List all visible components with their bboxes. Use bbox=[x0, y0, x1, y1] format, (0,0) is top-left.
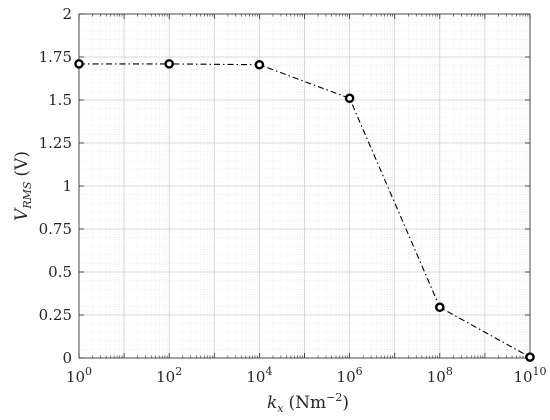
x-tick-label: 1010 bbox=[513, 365, 546, 386]
y-tick-label: 0.75 bbox=[39, 220, 72, 238]
y-axis-label: VRMS(V) bbox=[12, 151, 34, 221]
x-tick-label: 108 bbox=[427, 365, 453, 386]
tick-labels: 0 0.25 0.5 0.75 1 1.25 1.5 1.75 2 100 102 104 106 108… bbox=[39, 5, 547, 386]
data-point-marker bbox=[164, 59, 174, 69]
data-point-marker bbox=[525, 352, 535, 362]
y-tick-label: 0.25 bbox=[39, 306, 72, 324]
y-tick-label: 1 bbox=[62, 177, 72, 195]
series bbox=[74, 59, 535, 362]
x-tick-label: 102 bbox=[156, 365, 182, 386]
x-axis-label: kx (Nm−2) bbox=[267, 391, 349, 415]
x-tick-label: 104 bbox=[246, 365, 272, 386]
data-point-marker bbox=[74, 59, 84, 69]
grid bbox=[78, 13, 531, 359]
data-point-marker bbox=[254, 59, 265, 70]
y-tick-label: 1.5 bbox=[48, 91, 72, 109]
x-tick-label: 100 bbox=[66, 365, 92, 386]
data-point-marker bbox=[344, 93, 355, 104]
y-tick-label: 2 bbox=[62, 5, 72, 23]
y-tick-label: 1.25 bbox=[39, 134, 72, 152]
y-tick-label: 0 bbox=[62, 349, 72, 367]
y-tick-label: 1.75 bbox=[39, 48, 72, 66]
data-point-marker bbox=[434, 302, 445, 313]
x-tick-label: 106 bbox=[337, 365, 363, 386]
y-tick-label: 0.5 bbox=[48, 263, 72, 281]
